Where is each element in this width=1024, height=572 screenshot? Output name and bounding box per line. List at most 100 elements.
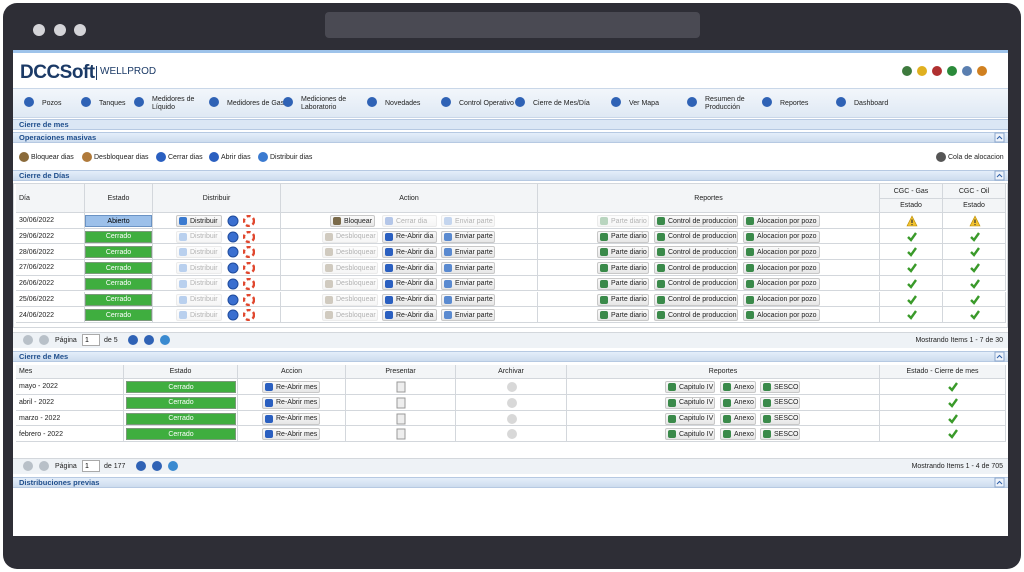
buoy-icon xyxy=(243,230,255,243)
button[interactable]: Alocacion por pozo xyxy=(743,230,820,243)
buoy-shape xyxy=(243,277,255,290)
nav-item[interactable]: Ver Mapa xyxy=(629,100,659,107)
button[interactable]: Anexo xyxy=(720,428,756,441)
button[interactable]: Capitulo IV xyxy=(665,396,715,409)
button[interactable]: Distribuir xyxy=(176,215,222,227)
button-icon xyxy=(385,264,393,273)
window-dot[interactable] xyxy=(74,24,86,36)
button[interactable]: Parte diario xyxy=(597,293,649,306)
mass-action[interactable]: Desbloquear dias xyxy=(94,153,149,161)
status-badge: Cerrado xyxy=(126,396,236,409)
button[interactable]: Enviar parte xyxy=(441,230,495,243)
button[interactable]: Control de produccion xyxy=(654,277,738,290)
#2f62b5-shape xyxy=(367,97,377,107)
button[interactable]: Capitulo IV xyxy=(665,412,715,425)
button[interactable]: Parte diario xyxy=(597,230,649,243)
button[interactable]: Alocacion por pozo xyxy=(743,246,820,259)
button[interactable]: Control de produccion xyxy=(654,309,738,322)
nav-item[interactable]: Novedades xyxy=(385,100,421,107)
button[interactable]: SESCO xyxy=(760,396,800,409)
button[interactable]: Parte diario xyxy=(597,309,649,322)
page-input[interactable]: 1 xyxy=(82,460,100,472)
button[interactable]: Re-Abrir dia xyxy=(382,293,437,306)
button[interactable]: Parte diario xyxy=(597,262,649,275)
nav-item[interactable]: Tanques xyxy=(99,100,126,107)
button-icon xyxy=(385,217,393,225)
button[interactable]: Capitulo IV xyxy=(665,428,715,441)
button[interactable]: Re-Abrir dia xyxy=(382,262,437,275)
#2f62b5-icon xyxy=(441,97,451,107)
mass-action[interactable]: Cerrar dias xyxy=(168,153,203,161)
button[interactable]: Enviar parte xyxy=(441,309,495,322)
button[interactable]: Alocacion por pozo xyxy=(743,215,820,227)
button[interactable]: Re-Abrir mes xyxy=(262,381,320,393)
nav-item[interactable]: Resumen de Producción xyxy=(705,96,745,111)
button[interactable]: Parte diario xyxy=(597,246,649,259)
button[interactable]: SESCO xyxy=(760,412,800,425)
button-icon xyxy=(600,311,608,320)
check-icon xyxy=(907,310,917,321)
mass-action[interactable]: Abrir dias xyxy=(221,153,251,161)
button[interactable]: Bloquear xyxy=(330,215,375,227)
status-badge: Cerrado xyxy=(85,293,152,306)
nav-item[interactable]: Pozos xyxy=(42,100,62,107)
button[interactable]: Re-Abrir mes xyxy=(262,396,320,409)
button[interactable]: Alocacion por pozo xyxy=(743,277,820,290)
button[interactable]: Re-Abrir dia xyxy=(382,230,437,243)
queue-link[interactable]: Cola de alocacion xyxy=(948,153,1004,161)
button[interactable]: Re-Abrir mes xyxy=(262,412,320,425)
button[interactable]: Control de produccion xyxy=(654,246,738,259)
nav-item[interactable]: Mediciones de Laboratorio xyxy=(301,96,347,111)
page-input[interactable]: 1 xyxy=(82,334,100,346)
doc-icon xyxy=(396,397,406,409)
button[interactable]: Alocacion por pozo xyxy=(743,309,820,322)
button-icon xyxy=(444,279,452,288)
button-icon xyxy=(325,248,333,257)
button[interactable]: Control de produccion xyxy=(654,230,738,243)
button-label: Control de produccion xyxy=(668,296,737,303)
table-cell xyxy=(880,291,943,308)
button[interactable]: Anexo xyxy=(720,381,756,393)
button[interactable]: Enviar parte xyxy=(441,246,495,259)
button-icon xyxy=(325,311,333,320)
button[interactable]: Control de produccion xyxy=(654,215,738,227)
button[interactable]: Re-Abrir dia xyxy=(382,277,437,290)
mass-action[interactable]: Bloquear dias xyxy=(31,153,74,161)
button[interactable]: Parte diario xyxy=(597,277,649,290)
button[interactable]: Re-Abrir dia xyxy=(382,309,437,322)
table-cell xyxy=(880,307,943,323)
button[interactable]: Enviar parte xyxy=(441,277,495,290)
button-icon xyxy=(657,295,665,304)
button[interactable]: Capitulo IV xyxy=(665,381,715,393)
#2f62b5-icon xyxy=(209,97,219,107)
mass-action[interactable]: Distribuir dias xyxy=(270,153,313,161)
address-bar[interactable] xyxy=(325,12,700,38)
window-dot[interactable] xyxy=(54,24,66,36)
button[interactable]: SESCO xyxy=(760,381,800,393)
nav-item[interactable]: Cierre de Mes/Día xyxy=(533,100,590,107)
nav-item[interactable]: Reportes xyxy=(780,100,809,107)
nav-item[interactable]: Medidores de Gas xyxy=(227,100,285,107)
button[interactable]: Alocacion por pozo xyxy=(743,293,820,306)
table-cell xyxy=(85,307,153,323)
nav-item[interactable]: Dashboard xyxy=(854,100,889,107)
table-cell xyxy=(456,410,567,427)
#2f62b5-icon xyxy=(128,335,138,345)
button-icon xyxy=(385,311,393,320)
button[interactable]: Anexo xyxy=(720,412,756,425)
button[interactable]: Alocacion por pozo xyxy=(743,262,820,275)
window-dot[interactable] xyxy=(33,24,45,36)
day-date: 27/06/2022 xyxy=(19,264,55,272)
button[interactable]: Anexo xyxy=(720,396,756,409)
button[interactable]: Re-Abrir mes xyxy=(262,428,320,441)
button[interactable]: Control de produccion xyxy=(654,262,738,275)
button[interactable]: Control de produccion xyxy=(654,293,738,306)
button[interactable]: Re-Abrir dia xyxy=(382,246,437,259)
nav-item[interactable]: Control Operativo xyxy=(459,100,514,107)
status-badge: Cerrado xyxy=(85,230,152,243)
button[interactable]: Enviar parte xyxy=(441,262,495,275)
button-label: Distribuir xyxy=(190,311,218,319)
nav-item[interactable]: Medidores de Líquido xyxy=(152,96,195,111)
button[interactable]: SESCO xyxy=(760,428,800,441)
button[interactable]: Enviar parte xyxy=(441,293,495,306)
